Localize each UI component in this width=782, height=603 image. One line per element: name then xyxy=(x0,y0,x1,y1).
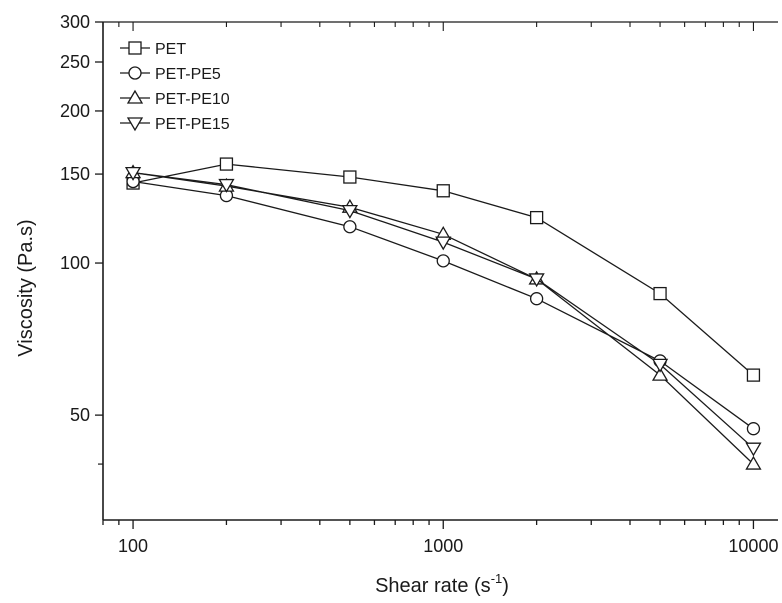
marker-triangle-up xyxy=(126,89,144,104)
series-pet-pe15 xyxy=(124,166,762,457)
x-axis-title: Shear rate (s-1) xyxy=(375,571,509,597)
marker-triangle-down xyxy=(651,358,669,373)
legend: PET PET-PE5 PET-PE10 PET-PE15 xyxy=(120,41,230,133)
marker-circle xyxy=(746,422,761,436)
x-tick-label: 100 xyxy=(118,536,148,556)
marker-square xyxy=(343,170,357,184)
x-axis-title-close: ) xyxy=(502,575,509,597)
legend-item: PET xyxy=(120,41,186,58)
marker-square xyxy=(219,157,234,171)
series-line xyxy=(133,171,754,465)
marker-triangle-down xyxy=(124,166,142,181)
legend-label: PET-PE10 xyxy=(155,91,230,108)
marker-circle xyxy=(436,254,450,268)
y-tick-label: 200 xyxy=(60,101,90,121)
legend-item: PET-PE15 xyxy=(120,116,230,133)
legend-label: PET xyxy=(155,41,186,58)
marker-triangle-up xyxy=(745,455,762,470)
data-marks xyxy=(124,157,762,470)
x-tick-label: 10000 xyxy=(728,536,778,556)
series-line xyxy=(133,180,754,430)
legend-label: PET-PE5 xyxy=(155,66,221,83)
series-pet-pe10 xyxy=(124,164,762,470)
marker-triangle-down xyxy=(341,204,359,219)
marker-triangle-down xyxy=(745,442,762,457)
marker-triangle-down xyxy=(435,236,452,251)
marker-square xyxy=(128,41,142,55)
legend-label: PET-PE15 xyxy=(155,116,230,133)
axes: 100 1000 10000 50 100 150 200 250 300 xyxy=(60,12,779,556)
y-tick-label: 50 xyxy=(70,405,90,425)
marker-square xyxy=(436,184,450,198)
y-tick-label: 100 xyxy=(60,253,90,273)
marker-triangle-down xyxy=(126,117,144,132)
marker-circle xyxy=(529,292,544,306)
y-tick-label: 300 xyxy=(60,12,90,32)
marker-square xyxy=(746,368,761,382)
y-tick-label: 250 xyxy=(60,52,90,72)
x-axis-title-exponent: -1 xyxy=(491,571,503,586)
legend-item: PET-PE10 xyxy=(120,89,230,108)
series-pet xyxy=(126,157,761,382)
x-tick-label: 1000 xyxy=(423,536,463,556)
series-line xyxy=(133,171,754,449)
marker-triangle-up xyxy=(651,366,669,381)
marker-square xyxy=(653,286,667,301)
series-pet-pe5 xyxy=(126,174,761,436)
marker-circle xyxy=(128,66,142,80)
y-tick-label: 150 xyxy=(60,164,90,184)
marker-square xyxy=(529,210,544,225)
marker-triangle-down xyxy=(218,178,235,193)
legend-item: PET-PE5 xyxy=(120,66,221,83)
y-axis-title: Viscosity (Pa.s) xyxy=(15,219,37,356)
x-axis-title-main: Shear rate (s xyxy=(375,575,491,597)
marker-circle xyxy=(343,220,357,234)
marker-triangle-down xyxy=(528,273,545,288)
